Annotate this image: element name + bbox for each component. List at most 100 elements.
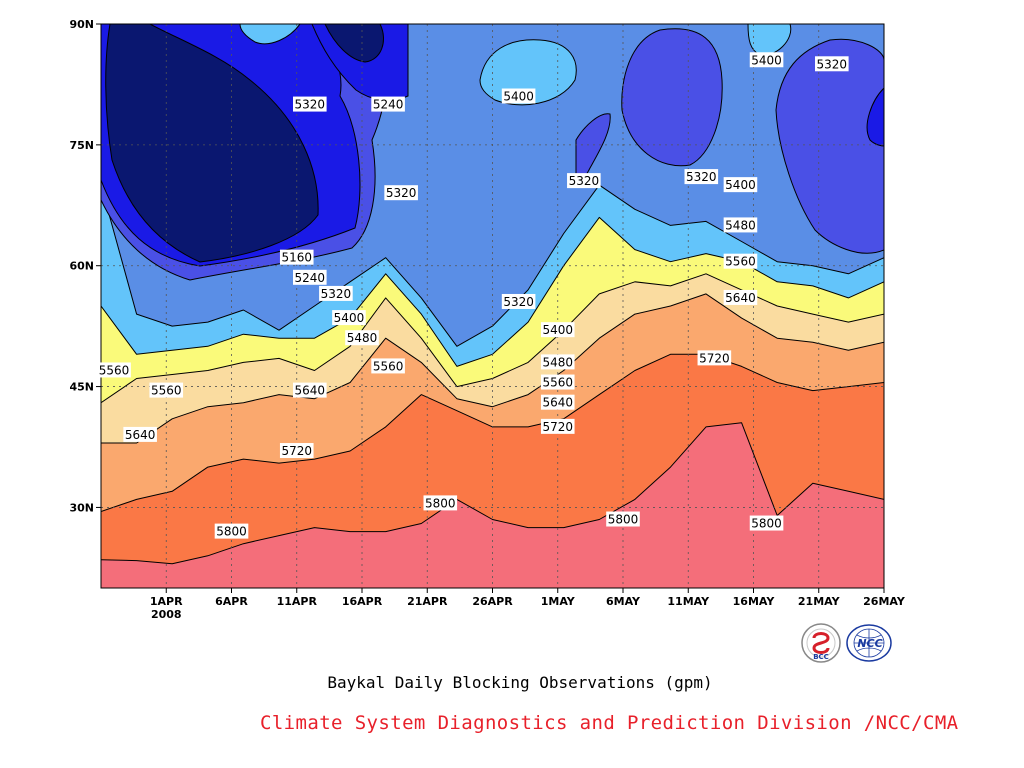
- contour-label-text: 5160: [281, 251, 312, 265]
- contour-label-text: 5400: [503, 90, 534, 104]
- contour-label-15: 5320: [384, 185, 418, 201]
- svg-text:NCC: NCC: [857, 637, 882, 650]
- contour-label-14: 5320: [293, 96, 327, 112]
- contour-label-text: 5480: [542, 355, 573, 369]
- contour-label-text: 5720: [281, 444, 312, 458]
- contour-label-text: 5560: [542, 376, 573, 390]
- x-tick-label-2: 11APR: [277, 595, 318, 608]
- contour-label-text: 5720: [699, 351, 730, 365]
- contour-5400: [101, 184, 884, 347]
- bcc-logo: BCC: [800, 622, 842, 668]
- contour-label-6: 5640: [293, 382, 327, 398]
- contour-5240-north-far-east: [866, 87, 884, 147]
- contour-label-text: 5640: [725, 291, 756, 305]
- contour-label-box: [293, 96, 327, 112]
- contour-label-box: [293, 269, 327, 285]
- contour-label-text: 5320: [686, 170, 717, 184]
- contour-label-10: 5560: [149, 382, 184, 398]
- contour-label-text: 5720: [542, 420, 573, 434]
- contour-5160-lobe-west: [105, 24, 319, 263]
- contour-label-11: 5640: [123, 426, 157, 442]
- contour-label-box: [501, 293, 536, 309]
- contour-label-box: [815, 56, 849, 72]
- y-tick-label-2: 60N: [69, 260, 94, 273]
- contour-label-box: [697, 350, 732, 366]
- contour-label-33: 5320: [815, 56, 849, 72]
- contour-label-13: 5240: [371, 96, 405, 112]
- x-year-label: 2008: [151, 608, 182, 621]
- contour-5160-north: [324, 24, 384, 63]
- contour-label-box: [540, 394, 575, 410]
- contour-label-box: [332, 310, 366, 326]
- contour-label-box: [371, 358, 405, 374]
- contour-label-text: 5800: [751, 517, 782, 531]
- x-tick-label-11: 26MAY: [863, 595, 906, 608]
- chart-title: Baykal Daily Blocking Observations (gpm): [327, 673, 713, 692]
- contour-label-box: [97, 362, 131, 378]
- x-tick-label-5: 26APR: [472, 595, 513, 608]
- credit-line: Climate System Diagnostics and Predictio…: [260, 712, 959, 734]
- contour-label-box: [279, 443, 314, 459]
- contour-label-box: [423, 495, 458, 511]
- contour-label-text: 5240: [373, 98, 404, 112]
- contour-label-0: 5160: [279, 249, 314, 265]
- contour-label-text: 5800: [608, 513, 639, 527]
- contour-label-text: 5560: [373, 359, 404, 373]
- upper-level-contours: [101, 24, 884, 281]
- contour-label-7: 5720: [279, 443, 314, 459]
- x-tick-label-3: 16APR: [342, 595, 383, 608]
- contour-label-27: 5480: [723, 217, 758, 233]
- contour-label-1: 5240: [293, 269, 327, 285]
- contour-label-19: 5480: [540, 354, 575, 370]
- contour-label-box: [723, 289, 758, 305]
- contour-label-box: [384, 185, 418, 201]
- contour-label-text: 5320: [503, 295, 534, 309]
- y-tick-label-0: 30N: [69, 501, 94, 514]
- contour-label-box: [123, 426, 157, 442]
- contour-label-box: [723, 217, 758, 233]
- y-tick-label-3: 75N: [69, 139, 94, 152]
- contour-label-22: 5720: [540, 418, 575, 434]
- contour-label-text: 5560: [725, 255, 756, 269]
- y-tick-label-1: 45N: [69, 381, 94, 394]
- contour-label-box: [214, 523, 249, 539]
- contour-label-box: [149, 382, 184, 398]
- contour-label-box: [606, 511, 640, 527]
- contour-label-5: 5560: [371, 358, 405, 374]
- contour-label-text: 5800: [425, 496, 456, 510]
- contour-5320-north-east: [621, 28, 723, 167]
- y-tick-label-4: 90N: [69, 18, 94, 31]
- contour-label-17: 5320: [501, 293, 536, 309]
- contour-label-box: [567, 173, 601, 189]
- x-tick-label-1: 6APR: [215, 595, 248, 608]
- contour-label-28: 5560: [723, 253, 758, 269]
- y-axis: 30N 45N 60N 75N 90N: [69, 18, 101, 514]
- contour-label-12: 5800: [423, 495, 458, 511]
- contour-label-25: 5320: [684, 169, 719, 185]
- contour-label-text: 5320: [295, 98, 326, 112]
- contour-label-box: [749, 515, 784, 531]
- contour-label-23: 5320: [567, 173, 601, 189]
- contour-label-box: [749, 52, 784, 68]
- contour-label-3: 5400: [332, 310, 366, 326]
- contour-label-text: 5800: [216, 525, 247, 539]
- x-tick-label-10: 21MAY: [798, 595, 841, 608]
- contour-label-box: [540, 374, 575, 390]
- contour-label-text: 5560: [151, 384, 182, 398]
- contour-label-18: 5400: [540, 322, 575, 338]
- contour-label-box: [319, 285, 353, 301]
- contour-label-20: 5560: [540, 374, 575, 390]
- contour-label-21: 5640: [540, 394, 575, 410]
- contour-label-box: [540, 354, 575, 370]
- contour-label-text: 5480: [347, 331, 378, 345]
- contour-label-box: [723, 253, 758, 269]
- contour-label-30: 5720: [697, 350, 732, 366]
- contour-label-26: 5400: [723, 177, 758, 193]
- contour-label-32: 5400: [749, 52, 784, 68]
- contour-label-text: 5400: [542, 323, 573, 337]
- x-tick-label-6: 1MAY: [541, 595, 576, 608]
- x-tick-label-4: 21APR: [407, 595, 448, 608]
- x-tick-label-9: 16MAY: [733, 595, 776, 608]
- contour-label-31: 5800: [749, 515, 784, 531]
